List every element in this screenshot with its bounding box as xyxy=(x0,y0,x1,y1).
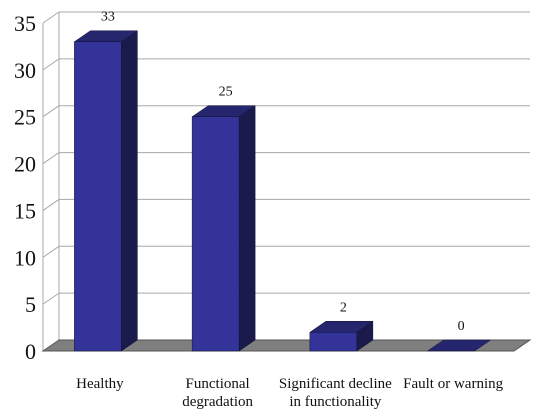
bar-front xyxy=(309,332,358,352)
gridline-depth xyxy=(42,152,60,164)
bar xyxy=(426,339,492,352)
y-tick-label: 10 xyxy=(14,245,36,270)
data-label: 25 xyxy=(219,85,233,100)
bars xyxy=(73,30,492,352)
gridline-depth xyxy=(42,292,60,305)
gridline-depth xyxy=(42,11,60,24)
data-labels: 33 25 2 0 xyxy=(101,10,465,334)
bar-side xyxy=(238,105,256,352)
y-tick-label: 20 xyxy=(14,152,36,177)
data-label: 33 xyxy=(101,10,115,25)
data-label: 0 xyxy=(458,319,465,334)
bar xyxy=(309,320,374,352)
y-tick-label: 15 xyxy=(14,198,36,223)
x-axis-ticks: Healthy Functional degradation Significant … xyxy=(76,376,503,410)
gridline-depth xyxy=(42,58,60,71)
x-tick-label: Functional degradation xyxy=(182,376,253,410)
y-tick-label: 30 xyxy=(14,58,36,83)
gridline-depth xyxy=(42,199,60,211)
bar-side xyxy=(121,30,138,352)
y-axis-ticks: 0 5 10 15 20 25 30 35 xyxy=(14,11,36,364)
bar-front xyxy=(191,116,240,352)
gridline-depth xyxy=(42,105,60,118)
y-tick-label: 5 xyxy=(25,292,36,317)
bar-top xyxy=(426,339,492,352)
y-tick-label: 35 xyxy=(14,11,36,36)
y-tick-label: 0 xyxy=(25,339,36,364)
bar xyxy=(73,30,139,352)
gridline-depth xyxy=(42,245,60,258)
x-tick-label: Fault or warning xyxy=(403,376,503,392)
bar-front xyxy=(74,41,122,352)
data-label: 2 xyxy=(340,300,347,315)
x-tick-label: Healthy xyxy=(76,376,124,392)
x-tick-label: Significant decline in functionality xyxy=(279,376,392,410)
bar xyxy=(191,105,256,352)
y-tick-label: 25 xyxy=(14,105,36,130)
